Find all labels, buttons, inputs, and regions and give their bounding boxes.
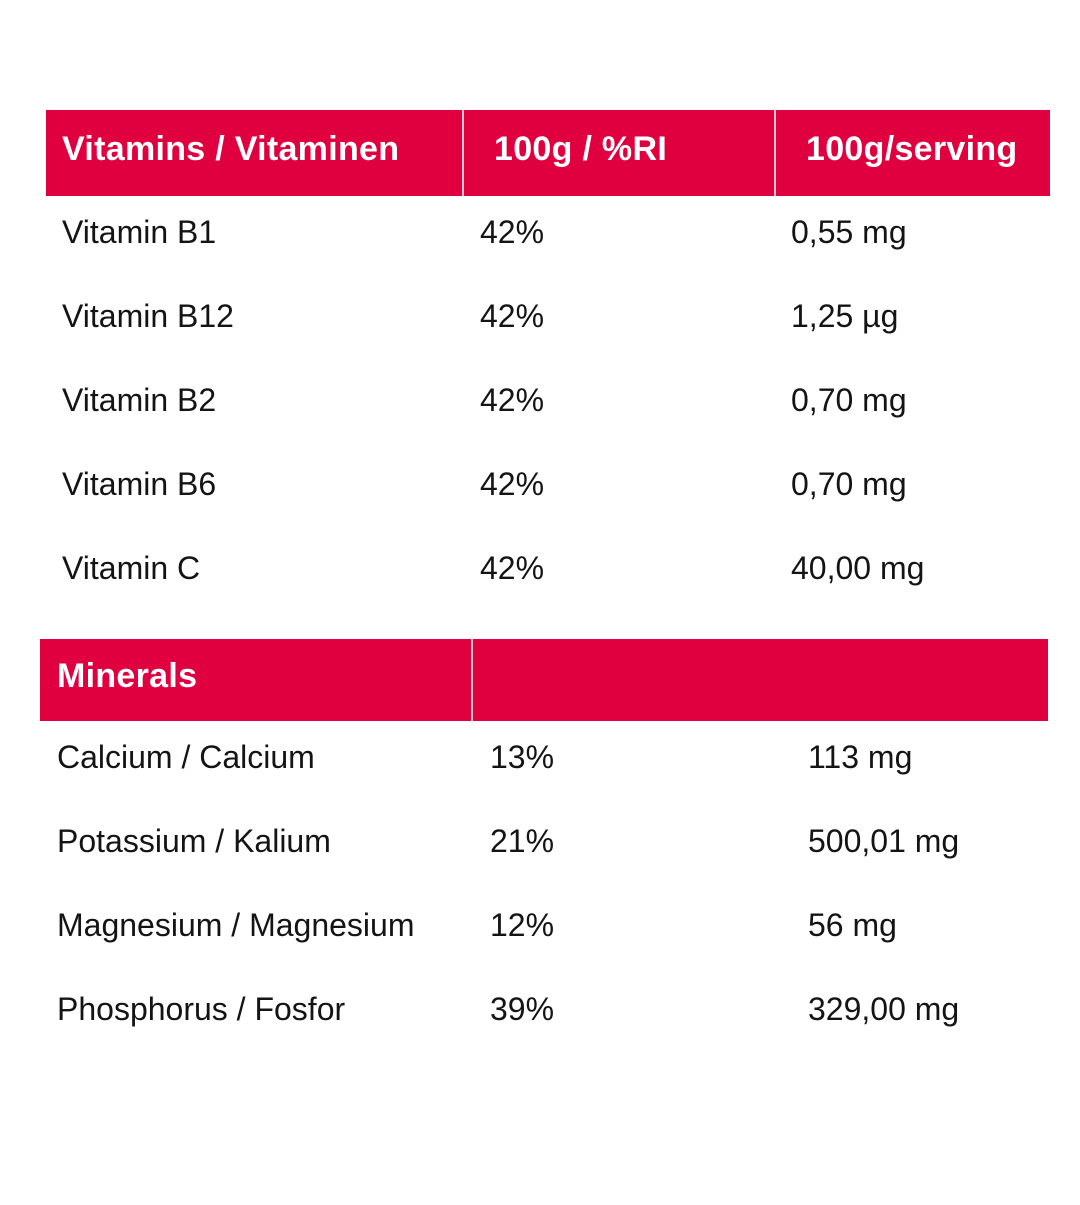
header-nutrient: Vitamins / Vitaminen: [62, 129, 400, 168]
column-divider: [774, 110, 776, 196]
nutrient-name: Potassium / Kalium: [57, 823, 331, 859]
amount-value: 0,55 mg: [791, 214, 907, 250]
ri-value: 12%: [490, 907, 555, 943]
table-row: Vitamin C 42% 40,00 mg: [0, 546, 1080, 630]
table-row: Vitamin B12 42% 1,25 µg: [0, 294, 1080, 378]
column-divider: [471, 639, 473, 721]
table-row: Vitamin B2 42% 0,70 mg: [0, 378, 1080, 462]
amount-value: 0,70 mg: [791, 382, 907, 418]
nutrient-name: Phosphorus / Fosfor: [57, 991, 346, 1027]
ri-value: 13%: [490, 739, 555, 775]
header-ri: 100g / %RI: [494, 129, 668, 168]
ri-value: 42%: [480, 466, 545, 502]
ri-value: 21%: [490, 823, 555, 859]
ri-value: 39%: [490, 991, 555, 1027]
nutrient-name: Calcium / Calcium: [57, 739, 315, 775]
amount-value: 113 mg: [808, 739, 913, 775]
ri-value: 42%: [480, 382, 545, 418]
table-row: Vitamin B1 42% 0,55 mg: [0, 210, 1080, 294]
table-row: Magnesium / Magnesium 12% 56 mg: [0, 903, 1080, 987]
column-divider: [462, 110, 464, 196]
ri-value: 42%: [480, 214, 545, 250]
amount-value: 40,00 mg: [791, 550, 925, 586]
nutrient-name: Vitamin B1: [62, 214, 217, 250]
table-row: Phosphorus / Fosfor 39% 329,00 mg: [0, 987, 1080, 1071]
nutrient-name: Vitamin B2: [62, 382, 217, 418]
nutrient-name: Vitamin B12: [62, 298, 234, 334]
amount-value: 1,25 µg: [791, 298, 899, 334]
ri-value: 42%: [480, 550, 545, 586]
table-row: Vitamin B6 42% 0,70 mg: [0, 462, 1080, 546]
header-empty: [473, 639, 1048, 721]
amount-value: 500,01 mg: [808, 823, 960, 859]
nutrient-name: Vitamin B6: [62, 466, 217, 502]
amount-value: 0,70 mg: [791, 466, 907, 502]
minerals-table-header: Minerals: [40, 639, 1048, 721]
nutrient-name: Vitamin C: [62, 550, 201, 586]
vitamins-table-header: Vitamins / Vitaminen 100g / %RI 100g/ser…: [46, 110, 1050, 196]
amount-value: 329,00 mg: [808, 991, 960, 1027]
table-row: Calcium / Calcium 13% 113 mg: [0, 735, 1080, 819]
header-per-serving: 100g/serving: [806, 129, 1018, 168]
table-row: Potassium / Kalium 21% 500,01 mg: [0, 819, 1080, 903]
amount-value: 56 mg: [808, 907, 897, 943]
ri-value: 42%: [480, 298, 545, 334]
header-minerals: Minerals: [57, 656, 198, 695]
nutrient-name: Magnesium / Magnesium: [57, 907, 415, 943]
